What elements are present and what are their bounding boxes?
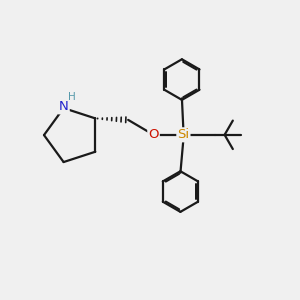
Text: O: O (148, 128, 159, 141)
Text: Si: Si (177, 128, 190, 141)
Text: H: H (68, 92, 76, 102)
Text: N: N (59, 100, 68, 113)
